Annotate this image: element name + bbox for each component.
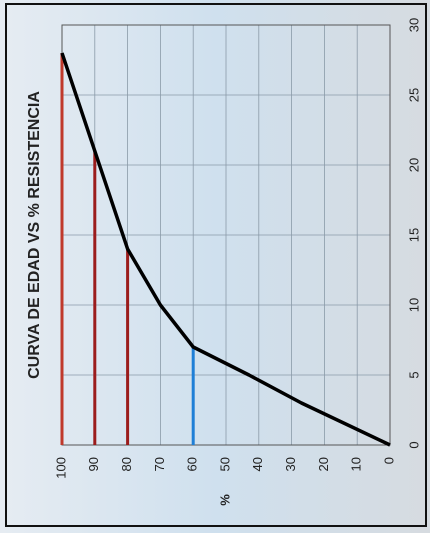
y-tick-label: 50: [217, 457, 232, 471]
y-tick-label: 30: [283, 457, 298, 471]
y-tick-label: 80: [119, 457, 134, 471]
y-tick-label: 20: [316, 457, 331, 471]
x-tick-label: 25: [406, 88, 421, 102]
y-tick-label: 60: [185, 457, 200, 471]
chart-title: CURVA DE EDAD VS % RESISTENCIA: [26, 91, 43, 379]
y-tick-label: 90: [86, 457, 101, 471]
x-tick-label: 5: [406, 371, 421, 378]
rotated-chart: CURVA DE EDAD VS % RESISTENCIA % 0 5 10 15 2…: [26, 18, 421, 506]
y-axis-label: %: [217, 494, 232, 506]
y-tick-label: 100: [53, 457, 68, 479]
y-tick-label: 70: [152, 457, 167, 471]
x-tick-label: 20: [406, 158, 421, 172]
x-tick-label: 30: [406, 18, 421, 32]
curve: [60, 52, 391, 447]
y-tick-label: 40: [250, 457, 265, 471]
x-tick-label: 15: [406, 228, 421, 242]
x-tick-label: 10: [406, 298, 421, 312]
y-tick-label: 10: [349, 457, 364, 471]
frame: [5, 3, 427, 527]
x-tick-label: 0: [406, 441, 421, 448]
y-tick-label: 0: [381, 457, 396, 464]
